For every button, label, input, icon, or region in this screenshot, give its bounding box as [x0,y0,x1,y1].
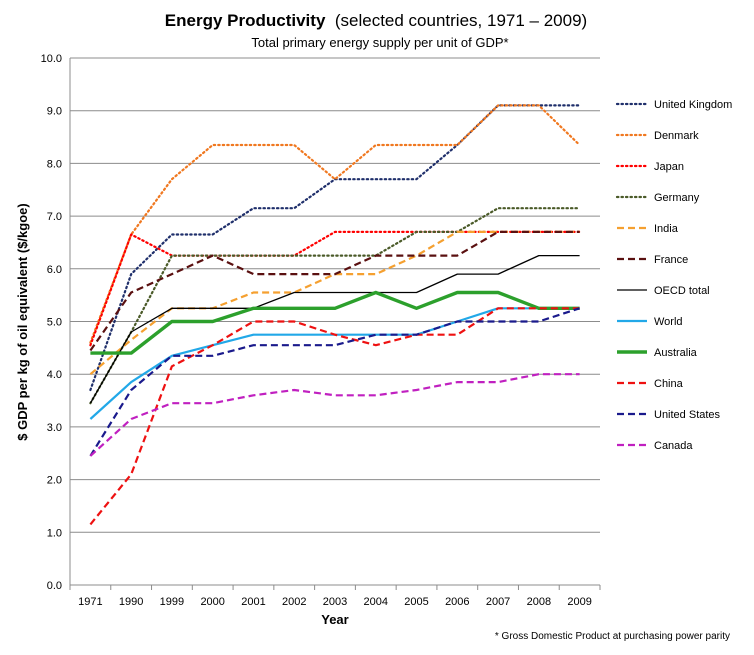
series-line-australia [90,290,580,355]
x-tick-label: 2008 [527,596,551,608]
axes: 0.0 1.0 2.0 3.0 4.0 5.0 6.0 7.0 8.0 9.0 10.0 1971 19… [41,53,601,608]
y-tick-label: 3.0 [47,422,62,434]
series-line-india [89,230,580,376]
legend-label: Canada [654,440,693,452]
x-tick-label: 2005 [404,596,428,608]
x-tick-label: 1971 [78,596,102,608]
legend-label: China [654,378,684,390]
y-tick-label: 10.0 [41,53,62,65]
series-line-china [89,307,580,526]
y-tick-label: 0.0 [47,580,62,592]
series-line-oecd-total [89,254,580,404]
y-tick-label: 7.0 [47,211,62,223]
legend-label: United Kingdom [654,99,732,111]
series-line-united-states [89,307,580,457]
x-axis-title: Year [321,612,348,627]
legend-label: Denmark [654,130,699,142]
x-tick-label: 2001 [241,596,265,608]
legend-label: Japan [654,161,684,173]
x-tick-label: 2004 [364,596,388,608]
y-tick-label: 1.0 [47,527,62,539]
y-tick-label: 8.0 [47,158,62,170]
legend-label: Germany [654,192,700,204]
y-tick-label: 9.0 [47,106,62,118]
legend-label: Australia [654,347,698,359]
x-tick-label: 2003 [323,596,347,608]
series-line-denmark [89,104,581,344]
footnote: * Gross Domestic Product at purchasing p… [495,631,730,642]
x-tick-label: 2007 [486,596,510,608]
chart-title: Energy Productivity (selected countries,… [165,11,587,30]
y-tick-label: 2.0 [47,475,62,487]
chart-title-suffix: (selected countries, 1971 – 2009) [335,11,587,30]
y-tick-label: 6.0 [47,264,62,276]
series-lines [89,104,581,526]
series-line-united-kingdom [89,104,581,392]
series-line-world [89,307,580,420]
series-line-france [89,230,580,352]
legend: United Kingdom Denmark Japan Germany India Fr… [615,99,732,452]
series-line-germany [89,207,581,405]
legend-label: India [654,223,679,235]
y-tick-label: 4.0 [47,369,62,381]
x-tick-label: 2009 [567,596,591,608]
chart-title-main: Energy Productivity [165,11,326,30]
x-tick-label: 2006 [445,596,469,608]
chart-subtitle: Total primary energy supply per unit of … [251,35,508,50]
legend-label: France [654,254,688,266]
legend-label: OECD total [654,285,710,297]
y-axis-title: $ GDP per kg of oil equivalent ($/kgoe) [15,203,30,440]
x-tick-label: 1999 [160,596,184,608]
x-tick-label: 1990 [119,596,143,608]
legend-label: World [654,316,683,328]
x-tick-label: 2000 [200,596,224,608]
y-tick-label: 5.0 [47,317,62,329]
legend-label: United States [654,409,721,421]
x-tick-label: 2002 [282,596,306,608]
gridlines [70,57,600,586]
